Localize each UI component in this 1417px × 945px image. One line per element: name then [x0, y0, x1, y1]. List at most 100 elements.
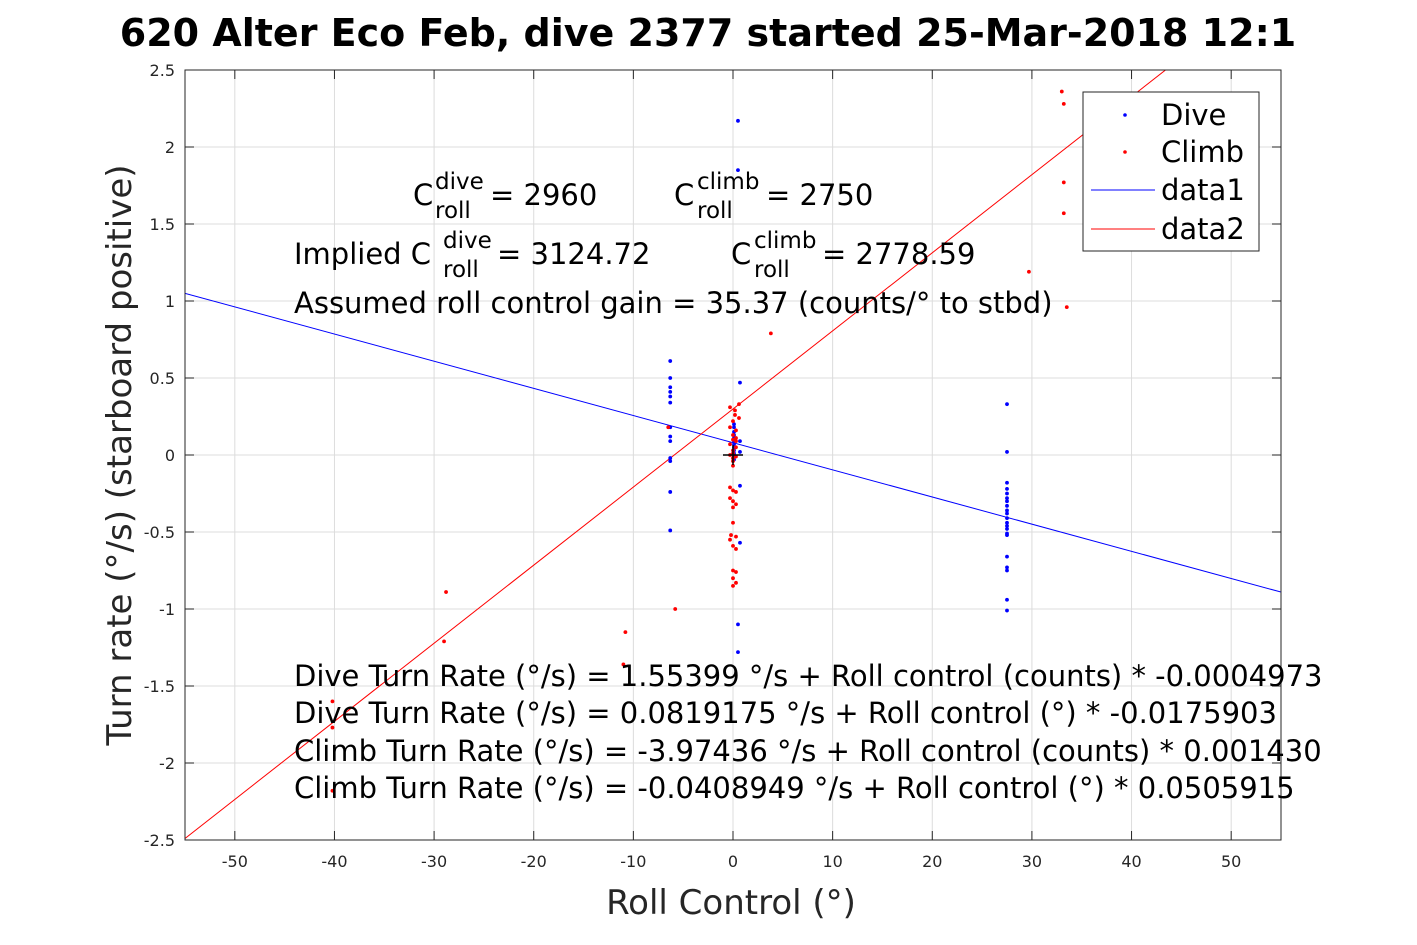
point-dive [1005, 554, 1009, 559]
point-dive [1005, 520, 1009, 525]
equation-dive-counts: Dive Turn Rate (°/s) = 1.55399 °/s + Rol… [294, 659, 1322, 693]
y-tick-label: -1.5 [144, 677, 175, 696]
point-climb [623, 630, 628, 634]
point-climb [731, 437, 735, 442]
data-points [330, 89, 1069, 793]
point-climb [728, 442, 732, 447]
c-roll-dive-symbol: C [413, 178, 433, 212]
x-tick-label: 30 [1022, 852, 1042, 871]
point-dive [732, 425, 736, 430]
point-climb [731, 463, 735, 468]
implied-climb-subscript: roll [754, 257, 790, 283]
point-dive [668, 456, 673, 460]
c-roll-climb-subscript: roll [697, 198, 733, 224]
point-climb [734, 436, 738, 440]
point-dive [1005, 508, 1009, 513]
point-climb [734, 439, 738, 444]
point-climb [728, 425, 732, 430]
point-dive [1005, 597, 1009, 602]
point-climb [734, 490, 738, 494]
point-dive [668, 400, 673, 405]
point-climb [731, 568, 735, 573]
point-climb [731, 543, 735, 548]
point-climb [330, 725, 335, 730]
point-climb [666, 425, 671, 430]
point-dive [1005, 450, 1009, 454]
c-roll-climb-superscript: climb [697, 169, 759, 195]
implied-dive-prefix: Implied C [294, 237, 431, 271]
legend-data1-label: data1 [1161, 173, 1245, 207]
legend-climb-marker [1123, 150, 1127, 154]
legend-dive-marker [1123, 113, 1127, 117]
legend: Dive Climb data1 data2 [1082, 91, 1260, 252]
equation-climb-counts: Climb Turn Rate (°/s) = -3.97436 °/s + R… [294, 734, 1322, 768]
y-tick-label: 2 [165, 138, 175, 157]
point-dive [1005, 486, 1009, 491]
point-climb [731, 488, 735, 493]
point-dive [1005, 527, 1009, 531]
point-dive [736, 622, 740, 627]
regression-equations: Dive Turn Rate (°/s) = 1.55399 °/s + Rol… [294, 659, 1322, 805]
x-tick-label: -30 [421, 852, 447, 871]
x-tick-label: 50 [1221, 852, 1241, 871]
x-axis-label: Roll Control (°) [606, 883, 856, 923]
equation-climb-degrees: Climb Turn Rate (°/s) = -0.0408949 °/s +… [294, 771, 1295, 805]
chart-title: 620 Alter Eco Feb, dive 2377 started 25-… [120, 11, 1296, 55]
implied-dive-value: = 3124.72 [497, 237, 650, 271]
x-tick-label: -10 [620, 852, 646, 871]
implied-climb-symbol: C [731, 237, 751, 271]
point-climb [1061, 101, 1066, 106]
point-dive [1005, 480, 1009, 485]
point-climb [731, 499, 735, 504]
x-tick-label: 40 [1121, 852, 1141, 871]
point-climb [330, 699, 335, 704]
y-tick-label: 2.5 [150, 61, 175, 80]
point-dive [1005, 523, 1009, 528]
point-dive [1005, 565, 1009, 570]
c-roll-dive-value: = 2960 [490, 178, 597, 212]
point-climb [734, 547, 738, 551]
point-dive [668, 385, 673, 390]
point-dive [1005, 516, 1009, 521]
point-dive [1005, 491, 1009, 496]
gain-annotation: Assumed roll control gain = 35.37 (count… [294, 286, 1053, 320]
point-dive [1005, 608, 1009, 613]
point-dive [738, 380, 742, 385]
point-dive [668, 490, 673, 494]
point-climb [728, 496, 732, 501]
y-tick-label: -2.5 [144, 831, 175, 850]
legend-box [1082, 91, 1260, 252]
point-dive [1005, 496, 1009, 501]
legend-dive-label: Dive [1161, 98, 1226, 132]
point-climb [729, 533, 733, 537]
point-climb [621, 662, 626, 667]
y-tick-label: 0 [165, 446, 175, 465]
point-climb [733, 408, 737, 413]
point-dive [1005, 499, 1009, 504]
c-roll-dive-superscript: dive [435, 169, 484, 195]
y-tick-label: 1.5 [150, 215, 175, 234]
point-climb [444, 590, 448, 594]
point-climb [330, 788, 335, 793]
point-climb [1061, 211, 1066, 216]
x-ticks: -50 -40 -30 -20 -10 0 10 20 30 40 50 [222, 70, 1241, 871]
implied-dive-superscript: dive [443, 228, 492, 254]
point-dive [668, 459, 673, 464]
legend-data2-label: data2 [1161, 212, 1245, 246]
point-dive [738, 439, 742, 444]
legend-climb-label: Climb [1161, 135, 1244, 169]
y-tick-label: -2 [159, 754, 175, 773]
c-roll-dive-subscript: roll [435, 198, 471, 224]
implied-climb-superscript: climb [754, 228, 816, 254]
x-tick-label: 20 [922, 852, 942, 871]
equation-dive-degrees: Dive Turn Rate (°/s) = 0.0819175 °/s + R… [294, 696, 1277, 730]
point-climb [768, 331, 773, 336]
implied-climb-value: = 2778.59 [822, 237, 975, 271]
point-dive [738, 450, 742, 454]
point-dive [1005, 533, 1009, 537]
point-dive [738, 483, 742, 488]
point-climb [737, 416, 741, 420]
point-climb [734, 570, 738, 574]
point-climb [731, 433, 735, 437]
point-climb [1061, 180, 1066, 185]
